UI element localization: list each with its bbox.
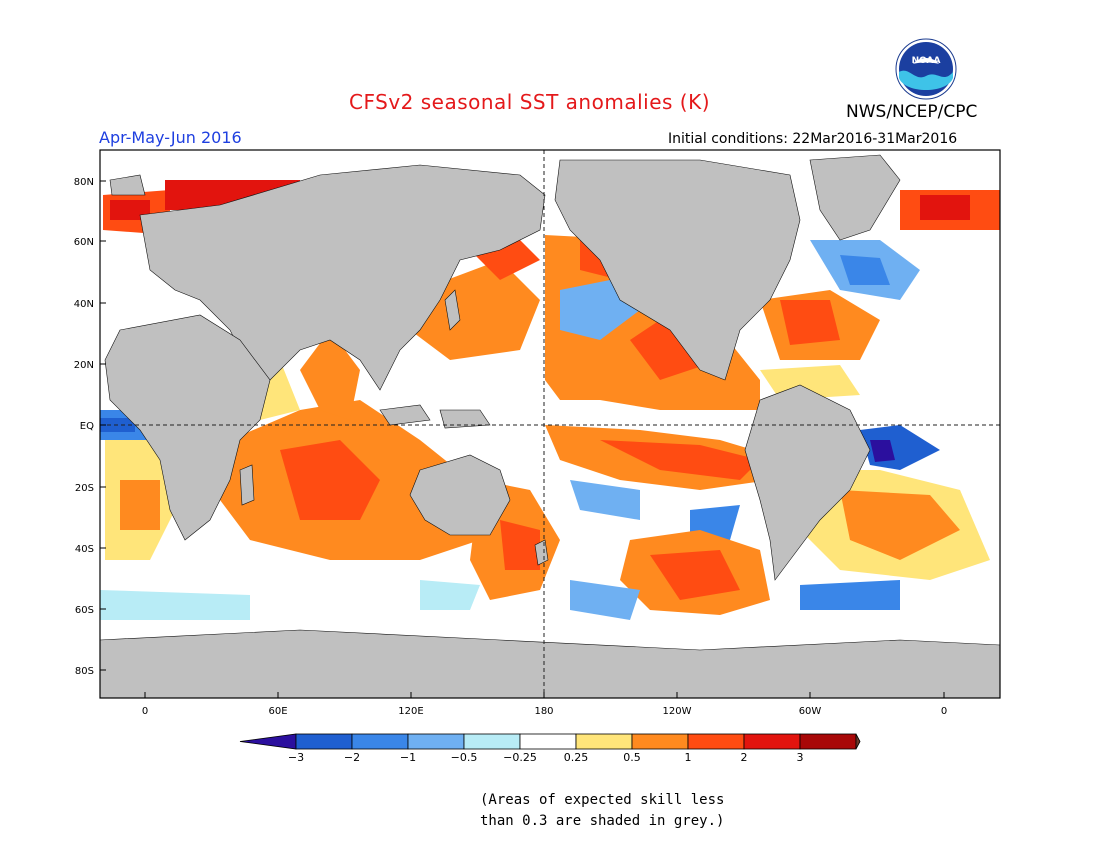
map-frame bbox=[99, 149, 1001, 699]
initial-conditions: Initial conditions: 22Mar2016-31Mar2016 bbox=[668, 131, 958, 147]
lat-label: 80N bbox=[74, 177, 94, 188]
lat-label: 60N bbox=[74, 237, 94, 248]
lat-label: 40N bbox=[74, 299, 94, 310]
skill-note: (Areas of expected skill less than 0.3 a… bbox=[480, 790, 724, 832]
colorbar-tick-label: −3 bbox=[288, 751, 304, 764]
lat-label: 80S bbox=[75, 666, 94, 677]
land-masses bbox=[100, 154, 1000, 698]
lon-label: 180 bbox=[534, 706, 553, 717]
lon-label: 0 bbox=[142, 706, 148, 717]
colorbar-swatch bbox=[295, 733, 353, 750]
colorbar-swatch bbox=[407, 733, 465, 750]
lon-label: 60E bbox=[268, 706, 287, 717]
forecast-period: Apr-May-Jun 2016 bbox=[99, 128, 242, 147]
colorbar-tick-label: 2 bbox=[741, 751, 748, 764]
colorbar-tick-label: 0.25 bbox=[564, 751, 589, 764]
lon-label: 0 bbox=[941, 706, 947, 717]
colorbar-swatch bbox=[575, 733, 633, 750]
colorbar: −3 −2 −1 −0.5 −0.25 0.25 0.5 1 2 3 bbox=[239, 733, 861, 764]
colorbar-swatch bbox=[463, 733, 521, 750]
latitude-labels: 80N 60N 40N 20N EQ 20S 40S 60S 80S bbox=[74, 177, 106, 677]
skill-note-line-2: than 0.3 are shaded in grey.) bbox=[480, 813, 725, 829]
colorbar-swatch bbox=[519, 733, 577, 750]
anomaly-shading bbox=[100, 180, 1000, 620]
lon-label: 60W bbox=[799, 706, 822, 717]
colorbar-tick-label: −1 bbox=[400, 751, 416, 764]
colorbar-tick-label: −2 bbox=[344, 751, 360, 764]
colorbar-high-arrow bbox=[855, 733, 861, 750]
chart-title: CFSv2 seasonal SST anomalies (K) bbox=[349, 90, 710, 114]
agency-label: NWS/NCEP/CPC bbox=[846, 102, 978, 122]
graticule bbox=[100, 150, 1000, 698]
colorbar-swatch bbox=[687, 733, 745, 750]
colorbar-tick-label: −0.25 bbox=[503, 751, 537, 764]
colorbar-low-arrow bbox=[239, 733, 297, 750]
colorbar-swatch bbox=[631, 733, 689, 750]
lat-label: 40S bbox=[75, 544, 94, 555]
lat-label: 20S bbox=[75, 483, 94, 494]
ocean-background bbox=[100, 150, 1000, 698]
colorbar-swatch bbox=[799, 733, 857, 750]
logo-text: NOAA bbox=[912, 56, 941, 66]
noaa-logo: NOAA bbox=[895, 38, 957, 100]
colorbar-swatch bbox=[743, 733, 801, 750]
colorbar-tick-label: 1 bbox=[685, 751, 692, 764]
colorbar-swatch bbox=[351, 733, 409, 750]
lat-label: 60S bbox=[75, 605, 94, 616]
lat-label: EQ bbox=[80, 421, 94, 432]
lat-label: 20N bbox=[74, 360, 94, 371]
lon-label: 120E bbox=[398, 706, 423, 717]
longitude-labels: 0 60E 120E 180 120W 60W 0 bbox=[142, 692, 947, 717]
colorbar-tick-label: 0.5 bbox=[623, 751, 641, 764]
colorbar-tick-label: 3 bbox=[797, 751, 804, 764]
skill-note-line-1: (Areas of expected skill less bbox=[480, 792, 725, 808]
lon-label: 120W bbox=[663, 706, 692, 717]
colorbar-tick-label: −0.5 bbox=[451, 751, 478, 764]
